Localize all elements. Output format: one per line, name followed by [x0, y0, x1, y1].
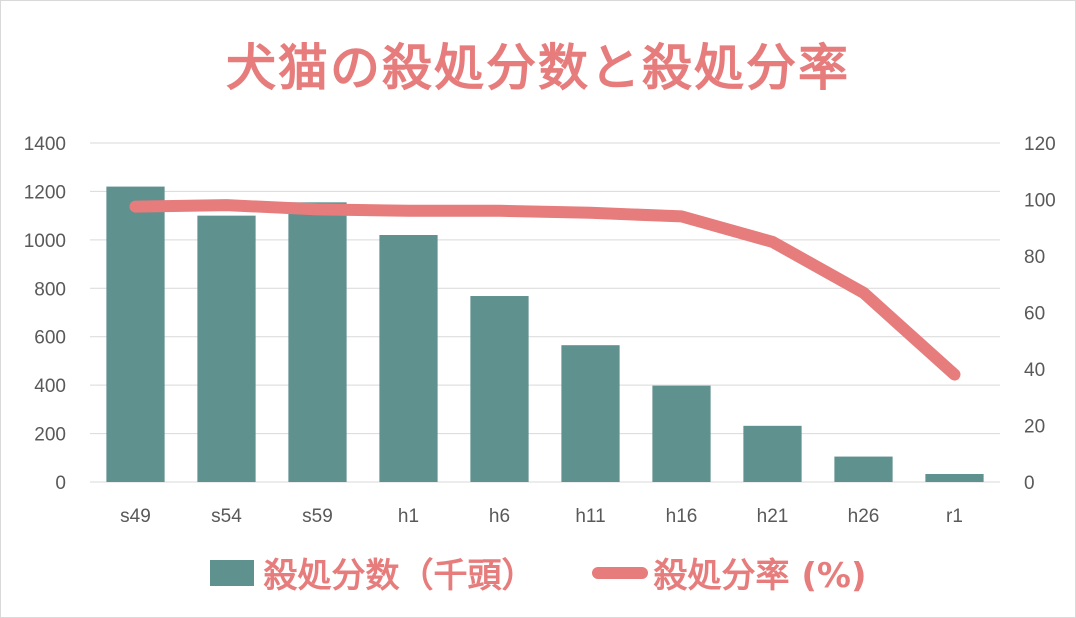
x-tick-label: h6	[489, 506, 510, 527]
rate-point	[862, 291, 865, 294]
x-tick-label: h21	[757, 506, 789, 527]
rate-point	[953, 373, 956, 376]
legend-line-swatch	[591, 566, 648, 579]
y-left-tick-label: 800	[34, 279, 66, 300]
y-left-tick-label: 1200	[24, 182, 66, 203]
y-right-tick-label: 80	[1024, 247, 1045, 268]
chart-title: 犬猫の殺処分数と殺処分率	[226, 39, 850, 97]
y-right-tick-label: 120	[1024, 134, 1056, 155]
rate-point	[407, 209, 410, 212]
bar	[743, 425, 802, 482]
bar	[652, 385, 711, 482]
x-tick-label: h26	[848, 506, 880, 527]
bar	[379, 235, 438, 482]
bar	[561, 345, 620, 482]
legend-bar-swatch	[209, 559, 254, 586]
chart-legend: 殺処分数（千頭） 殺処分率 (%)	[0, 548, 1076, 597]
x-tick-label: s49	[120, 506, 151, 527]
y-left-tick-label: 1400	[24, 134, 66, 155]
bar	[197, 215, 256, 482]
y-left-tick-label: 600	[34, 328, 66, 349]
legend-bar-label: 殺処分数（千頭）	[263, 556, 536, 596]
y-right-tick-label: 100	[1024, 191, 1056, 212]
bar	[288, 202, 347, 482]
x-tick-label: h1	[398, 506, 419, 527]
rate-point	[316, 208, 319, 211]
x-tick-label: h16	[666, 506, 698, 527]
y-left-tick-label: 0	[55, 473, 66, 494]
y-right-tick-label: 40	[1024, 360, 1045, 381]
legend-line-label: 殺処分率 (%)	[653, 556, 867, 596]
x-tick-label: r1	[946, 506, 963, 527]
rate-line	[129, 199, 961, 381]
rate-point	[498, 209, 501, 212]
y-right-tick-label: 60	[1024, 304, 1045, 325]
rate-point	[134, 205, 137, 208]
y-left-tick-label: 1000	[24, 231, 66, 252]
bar	[834, 456, 893, 482]
x-tick-label: h11	[575, 506, 605, 527]
bar	[470, 296, 529, 482]
y-right-tick-label: 20	[1024, 417, 1045, 438]
y-left-tick-label: 200	[34, 425, 66, 446]
y-left-tick-label: 400	[34, 376, 66, 397]
rate-point	[771, 240, 774, 243]
legend-item-bar: 殺処分数（千頭）	[209, 548, 536, 597]
rate-point	[225, 204, 228, 207]
bar	[925, 474, 984, 482]
rate-point	[680, 215, 683, 218]
x-tick-label: s59	[302, 506, 333, 527]
y-right-tick-label: 0	[1024, 473, 1035, 494]
x-tick-label: s54	[211, 506, 242, 527]
bar	[106, 186, 165, 483]
rate-point	[589, 211, 592, 214]
legend-item-line: 殺処分率 (%)	[591, 548, 867, 597]
